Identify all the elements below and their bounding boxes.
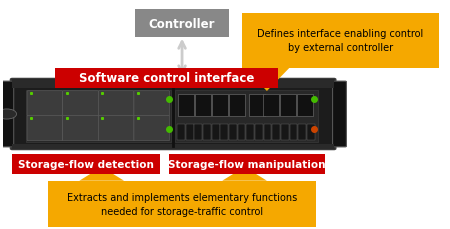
FancyBboxPatch shape bbox=[98, 116, 134, 141]
FancyBboxPatch shape bbox=[229, 125, 237, 140]
Text: Software control interface: Software control interface bbox=[79, 72, 254, 85]
FancyBboxPatch shape bbox=[246, 125, 254, 140]
FancyBboxPatch shape bbox=[55, 69, 278, 88]
FancyBboxPatch shape bbox=[272, 125, 280, 140]
FancyBboxPatch shape bbox=[134, 116, 170, 141]
FancyBboxPatch shape bbox=[243, 14, 439, 69]
FancyBboxPatch shape bbox=[169, 155, 325, 174]
FancyBboxPatch shape bbox=[63, 116, 98, 141]
FancyBboxPatch shape bbox=[186, 125, 194, 140]
FancyBboxPatch shape bbox=[203, 125, 211, 140]
FancyBboxPatch shape bbox=[27, 116, 63, 141]
FancyBboxPatch shape bbox=[249, 95, 265, 116]
FancyBboxPatch shape bbox=[264, 125, 271, 140]
Polygon shape bbox=[79, 167, 124, 181]
FancyBboxPatch shape bbox=[263, 95, 279, 116]
FancyBboxPatch shape bbox=[177, 125, 185, 140]
FancyBboxPatch shape bbox=[26, 90, 171, 142]
FancyBboxPatch shape bbox=[280, 95, 296, 116]
FancyBboxPatch shape bbox=[12, 155, 160, 174]
FancyBboxPatch shape bbox=[98, 91, 134, 116]
FancyBboxPatch shape bbox=[195, 95, 211, 116]
Text: Defines interface enabling control
by external controller: Defines interface enabling control by ex… bbox=[257, 29, 424, 53]
FancyBboxPatch shape bbox=[238, 125, 245, 140]
FancyBboxPatch shape bbox=[63, 91, 98, 116]
Text: Controller: Controller bbox=[149, 18, 215, 30]
FancyBboxPatch shape bbox=[0, 82, 14, 147]
FancyBboxPatch shape bbox=[220, 125, 228, 140]
FancyBboxPatch shape bbox=[229, 95, 245, 116]
FancyBboxPatch shape bbox=[12, 144, 334, 149]
FancyBboxPatch shape bbox=[307, 125, 315, 140]
Circle shape bbox=[0, 109, 17, 120]
Polygon shape bbox=[244, 69, 289, 92]
Text: Storage-flow manipulation: Storage-flow manipulation bbox=[168, 159, 325, 169]
FancyBboxPatch shape bbox=[194, 125, 202, 140]
FancyBboxPatch shape bbox=[12, 80, 334, 88]
FancyBboxPatch shape bbox=[298, 125, 306, 140]
FancyBboxPatch shape bbox=[290, 125, 297, 140]
FancyBboxPatch shape bbox=[178, 95, 194, 116]
Polygon shape bbox=[222, 167, 267, 181]
FancyBboxPatch shape bbox=[255, 125, 263, 140]
FancyBboxPatch shape bbox=[48, 181, 316, 227]
FancyBboxPatch shape bbox=[333, 82, 346, 147]
Text: Storage-flow detection: Storage-flow detection bbox=[18, 159, 154, 169]
FancyBboxPatch shape bbox=[27, 91, 63, 116]
FancyBboxPatch shape bbox=[281, 125, 289, 140]
FancyBboxPatch shape bbox=[134, 91, 170, 116]
FancyBboxPatch shape bbox=[176, 90, 318, 142]
Text: Extracts and implements elementary functions
needed for storage-traffic control: Extracts and implements elementary funct… bbox=[67, 192, 297, 216]
FancyBboxPatch shape bbox=[212, 125, 220, 140]
FancyBboxPatch shape bbox=[10, 79, 336, 150]
FancyBboxPatch shape bbox=[135, 10, 229, 38]
FancyBboxPatch shape bbox=[297, 95, 313, 116]
FancyBboxPatch shape bbox=[212, 95, 228, 116]
